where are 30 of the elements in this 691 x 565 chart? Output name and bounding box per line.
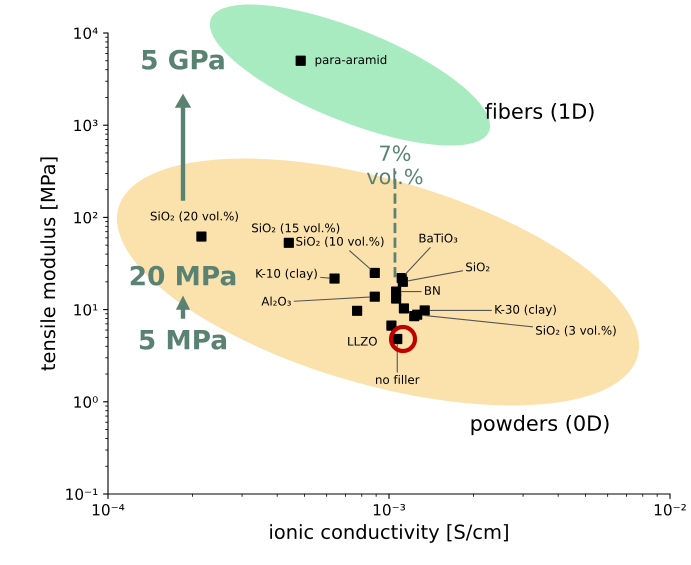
y-tick-label: 10¹ <box>74 304 98 316</box>
annotation: SiO₂ (20 vol.%) <box>150 211 238 222</box>
x-tick-label: 10⁻³ <box>374 504 406 516</box>
annotation: BN <box>425 286 440 295</box>
annotation: SiO₂ (10 vol.%) <box>296 236 384 248</box>
annotation: 5 MPa <box>140 330 226 350</box>
annotation: 20 MPa <box>130 266 236 286</box>
annotation: fibers (1D) <box>485 102 594 122</box>
annotation: no filler <box>376 374 420 384</box>
x-axis-title: ionic conductivity [S/cm] <box>270 524 508 543</box>
y-tick-label: 10⁻¹ <box>66 488 98 500</box>
annotation: SiO₂ (15 vol.%) <box>252 223 340 234</box>
annotation: BaTiO₃ <box>420 233 458 243</box>
annotation: 5 GPa <box>142 50 224 70</box>
annotation: para-aramid <box>316 55 386 66</box>
x-tick-label: 10⁻² <box>654 504 686 516</box>
y-axis-title: tensile modulus [MPa] <box>40 158 58 371</box>
annotation: powders (0D) <box>472 414 609 436</box>
ref-line-label: 7% vol.% <box>366 145 422 184</box>
x-tick-label: 10⁻⁴ <box>92 504 124 516</box>
annotation: Al₂O₃ <box>261 296 291 306</box>
annotation: K-30 (clay) <box>495 304 556 316</box>
y-tick-label: 10⁴ <box>74 27 98 40</box>
annotation: SiO₂ <box>466 262 490 272</box>
annotation: SiO₂ (3 vol.%) <box>536 326 616 336</box>
annotation: K-10 (clay) <box>256 268 317 280</box>
y-tick-label: 10⁰ <box>74 396 98 408</box>
annotation: LLZO <box>348 336 377 346</box>
y-tick-label: 10³ <box>74 120 98 132</box>
y-tick-label: 10² <box>74 212 98 224</box>
